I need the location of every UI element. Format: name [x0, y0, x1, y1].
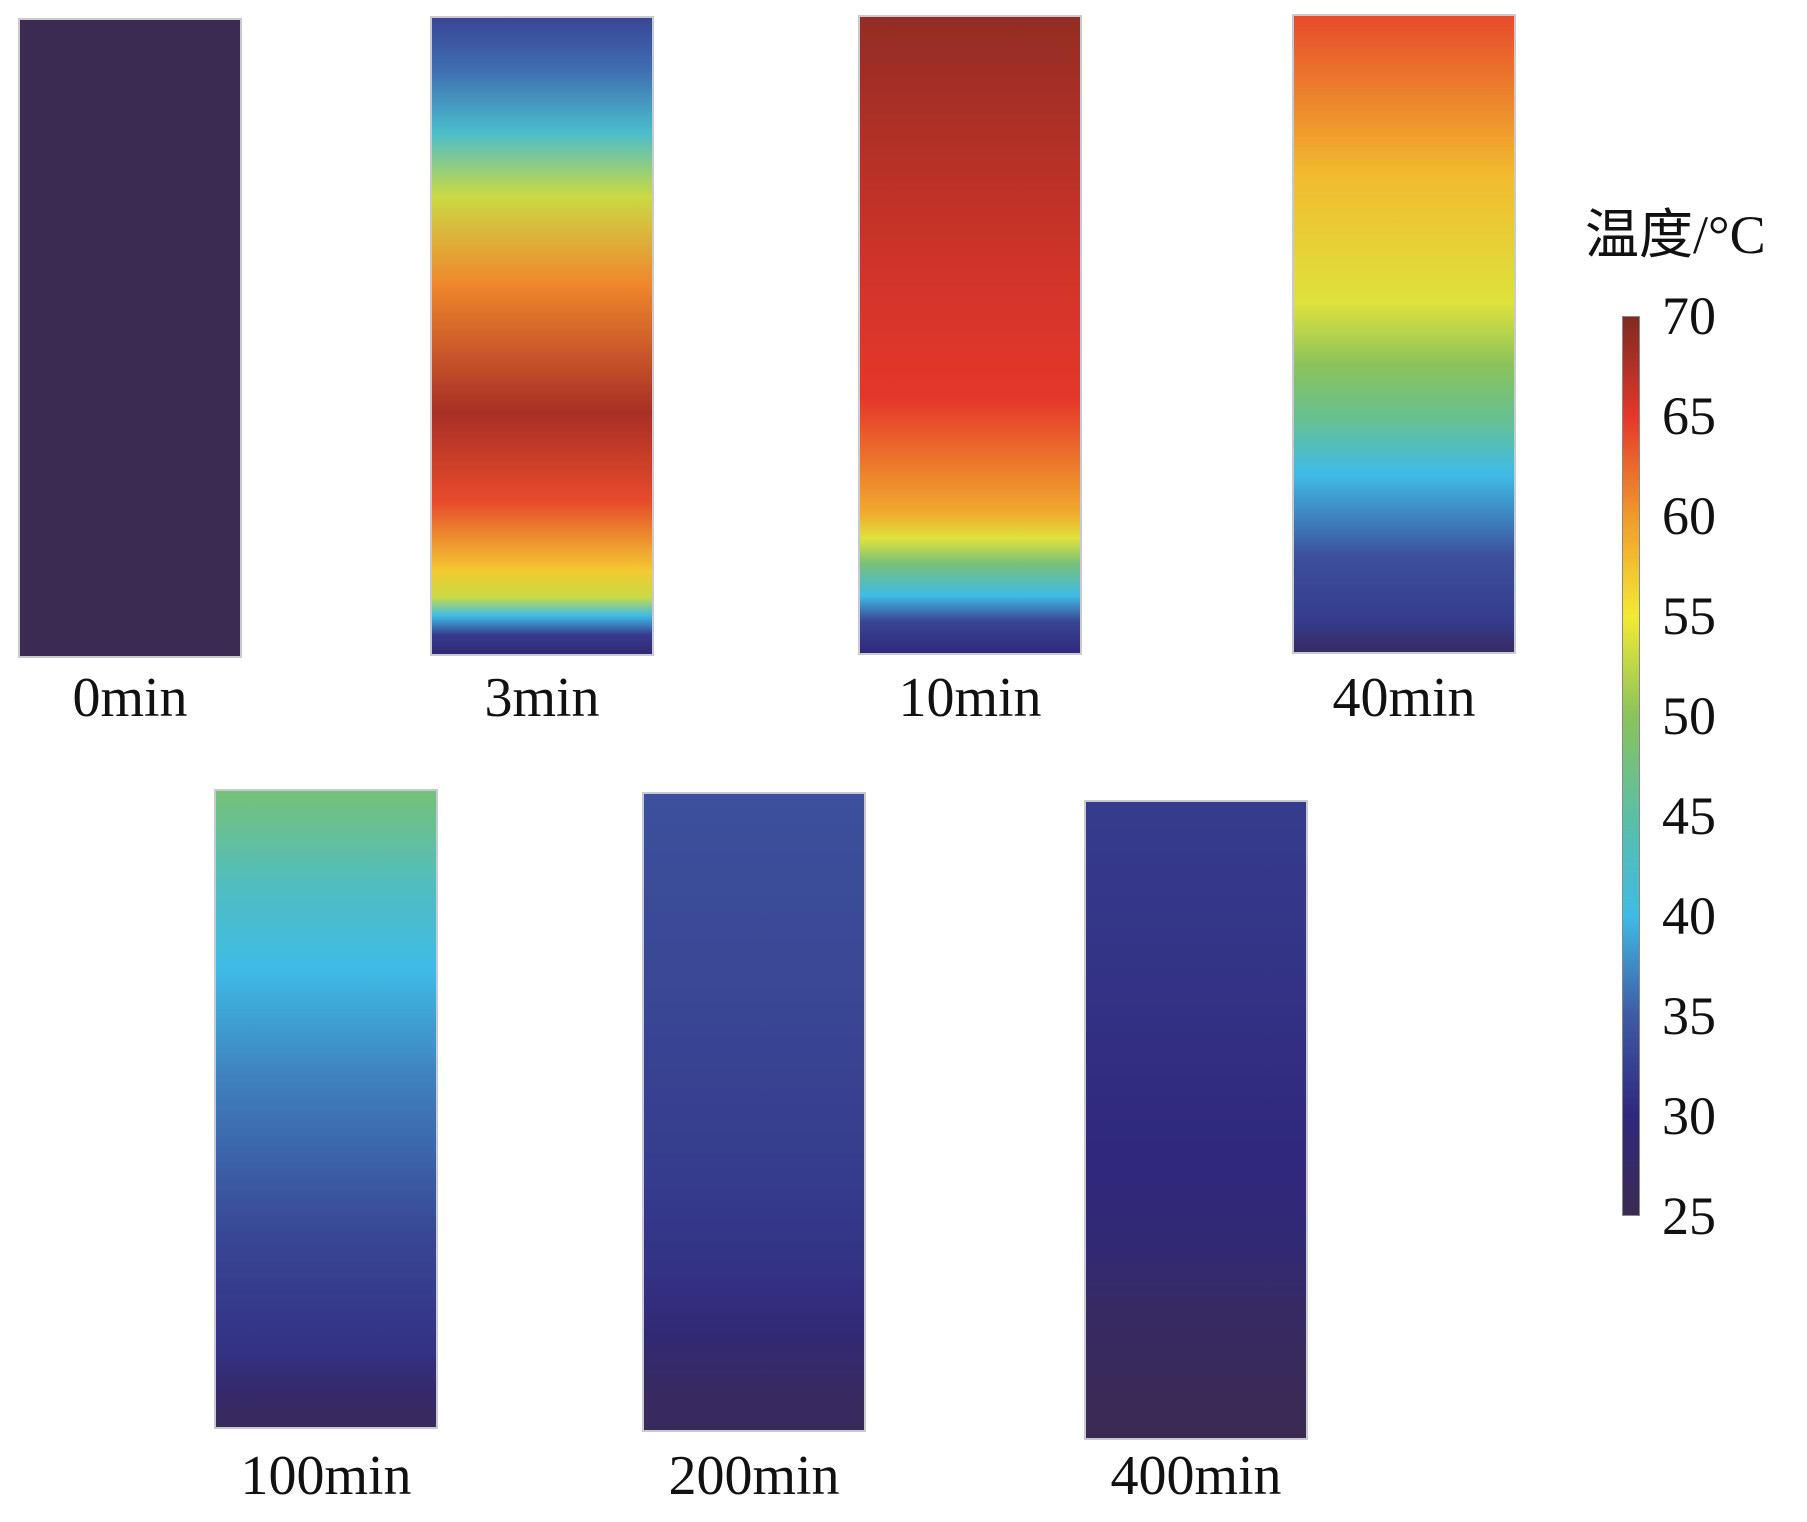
- colorbar-tick-label: 50: [1662, 686, 1716, 746]
- colorbar-tick-label: 40: [1662, 886, 1716, 946]
- heatmap-panel-400min: [1084, 800, 1308, 1440]
- heatmap-panel-40min: [1292, 14, 1516, 654]
- colorbar-tick-label: 35: [1662, 986, 1716, 1046]
- panel-label: 3min: [484, 667, 600, 729]
- heatmap-panel-10min: [858, 15, 1082, 655]
- panel-label: 100min: [240, 1445, 412, 1507]
- heatmap-panel-3min: [430, 16, 654, 656]
- colorbar-title: 温度/°C: [1585, 205, 1766, 265]
- panel-label: 0min: [72, 667, 188, 729]
- colorbar-tick-label: 25: [1662, 1186, 1716, 1246]
- colorbar-tick-label: 45: [1662, 786, 1716, 846]
- heatmap-panel-100min: [214, 789, 438, 1429]
- colorbar-tick-label: 60: [1662, 486, 1716, 546]
- colorbar: [1622, 316, 1640, 1216]
- colorbar-tick-label: 70: [1662, 286, 1716, 346]
- panel-label: 40min: [1332, 667, 1476, 729]
- colorbar-tick-label: 30: [1662, 1086, 1716, 1146]
- panel-label: 200min: [668, 1445, 840, 1507]
- colorbar-tick-label: 65: [1662, 386, 1716, 446]
- colorbar-tick-label: 55: [1662, 586, 1716, 646]
- panel-label: 10min: [898, 667, 1042, 729]
- heatmap-panel-0min: [18, 18, 242, 658]
- heatmap-panel-200min: [642, 792, 866, 1432]
- panel-label: 400min: [1110, 1445, 1282, 1507]
